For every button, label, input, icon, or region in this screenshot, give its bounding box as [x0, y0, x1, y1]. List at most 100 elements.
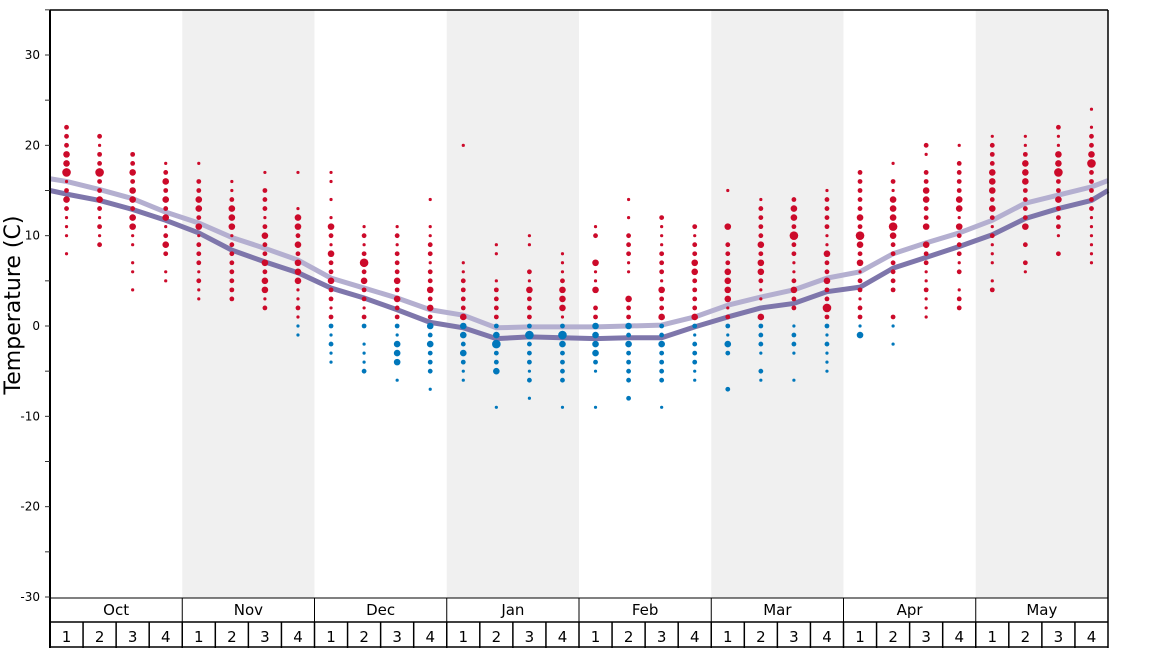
- data-point: [791, 242, 797, 248]
- data-point: [560, 377, 565, 383]
- week-label: 4: [1087, 628, 1097, 646]
- data-point: [460, 278, 466, 284]
- data-point: [856, 214, 864, 221]
- data-point: [295, 233, 301, 239]
- data-point: [724, 295, 732, 303]
- data-point: [924, 297, 928, 301]
- week-dot-group: [855, 170, 865, 339]
- data-point: [393, 295, 401, 303]
- data-point: [228, 223, 236, 230]
- week-label: 1: [194, 628, 204, 646]
- data-point: [890, 269, 896, 275]
- data-point: [759, 297, 763, 301]
- month-shade: [975, 10, 1108, 598]
- data-point: [196, 260, 202, 266]
- data-point: [757, 313, 765, 321]
- data-point: [229, 197, 235, 202]
- data-point: [956, 170, 962, 175]
- data-point: [527, 359, 532, 365]
- data-point: [262, 305, 268, 311]
- data-point: [1089, 179, 1094, 184]
- data-point: [527, 269, 532, 275]
- data-point: [1055, 160, 1062, 167]
- data-point: [97, 224, 102, 230]
- data-point: [492, 339, 501, 349]
- data-point: [559, 340, 566, 348]
- week-dot-group: [822, 188, 832, 373]
- data-point: [328, 314, 334, 320]
- data-point: [329, 333, 333, 337]
- data-point: [129, 223, 136, 230]
- data-point: [1056, 134, 1061, 138]
- data-point: [758, 368, 764, 374]
- data-point: [197, 288, 201, 292]
- data-point: [1089, 107, 1094, 111]
- data-point: [329, 306, 333, 310]
- data-point: [659, 350, 665, 356]
- data-point: [824, 269, 830, 275]
- data-point: [97, 188, 102, 193]
- data-point: [692, 251, 698, 257]
- data-point: [823, 277, 831, 285]
- data-point: [95, 168, 104, 177]
- week-label: 1: [459, 628, 469, 646]
- data-point: [328, 269, 334, 275]
- data-point: [559, 295, 566, 303]
- data-point: [759, 378, 763, 382]
- data-point: [858, 297, 862, 301]
- data-point: [593, 305, 598, 311]
- week-dot-group: [691, 224, 699, 382]
- data-point: [197, 270, 201, 274]
- data-point: [361, 287, 367, 293]
- data-point: [791, 332, 797, 338]
- data-point: [1056, 234, 1061, 238]
- data-point: [1022, 223, 1029, 230]
- data-point: [428, 387, 432, 391]
- data-point: [261, 277, 269, 285]
- week-dot-group: [261, 170, 269, 311]
- data-point: [1055, 196, 1062, 203]
- data-point: [163, 206, 169, 211]
- week-label: 4: [425, 628, 435, 646]
- data-point: [758, 341, 764, 347]
- data-point: [758, 332, 764, 338]
- data-point: [162, 196, 170, 203]
- data-point: [957, 143, 961, 147]
- week-label: 3: [525, 628, 535, 646]
- data-point: [395, 243, 399, 247]
- data-point: [692, 296, 698, 302]
- data-point: [394, 269, 400, 275]
- data-point: [558, 330, 567, 340]
- week-label: 2: [888, 628, 898, 646]
- data-point: [1056, 124, 1061, 130]
- data-point: [1089, 234, 1094, 238]
- data-point: [890, 242, 896, 248]
- data-point: [758, 215, 764, 221]
- week-label: 2: [227, 628, 237, 646]
- data-point: [693, 369, 697, 373]
- data-point: [626, 368, 631, 374]
- data-point: [559, 286, 566, 294]
- data-point: [329, 179, 333, 184]
- data-point: [294, 223, 302, 230]
- data-point: [427, 296, 433, 302]
- data-point: [261, 286, 269, 294]
- data-point: [131, 234, 135, 238]
- data-point: [1089, 142, 1094, 148]
- data-point: [791, 224, 797, 230]
- data-point: [461, 143, 465, 147]
- data-point: [593, 314, 598, 320]
- data-point: [825, 351, 829, 355]
- data-point: [1087, 159, 1096, 168]
- data-point: [924, 279, 928, 283]
- data-point: [1089, 188, 1094, 193]
- data-point: [329, 360, 333, 364]
- data-point: [329, 197, 333, 202]
- data-point: [560, 368, 565, 374]
- data-point: [130, 151, 136, 157]
- data-point: [163, 188, 169, 193]
- data-point: [726, 333, 730, 337]
- data-point: [660, 243, 664, 247]
- data-point: [162, 214, 170, 221]
- data-point: [593, 225, 598, 229]
